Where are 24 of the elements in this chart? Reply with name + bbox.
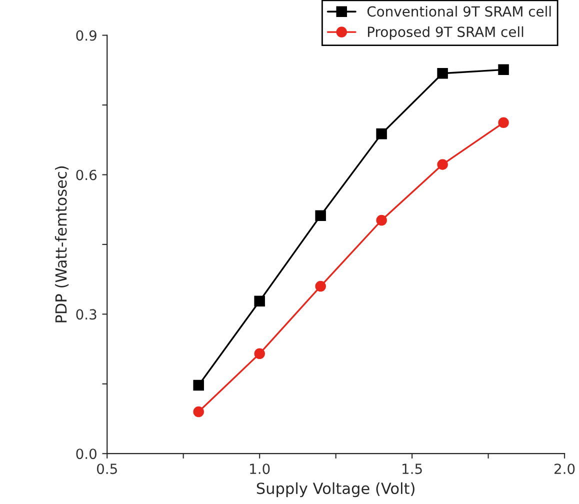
point	[254, 348, 265, 360]
y-tick-label: 0.6	[76, 170, 97, 180]
x-tick-label: 1.5	[402, 464, 422, 474]
point	[315, 280, 326, 292]
legend-label: Conventional 9T SRAM cell	[367, 6, 551, 17]
point	[437, 159, 448, 170]
point	[193, 406, 204, 418]
point	[498, 64, 509, 76]
y-tick-label: 0.0	[76, 448, 96, 460]
point	[376, 128, 387, 140]
point	[315, 210, 326, 222]
point	[376, 214, 387, 226]
point	[193, 380, 204, 391]
x-tick-label: 0.5	[96, 464, 117, 474]
point	[437, 68, 448, 79]
point	[498, 117, 509, 128]
x-axis-title: Supply Voltage (Volt)	[256, 482, 414, 498]
legend-label: Proposed 9T SRAM cell	[368, 26, 524, 40]
y-tick-label: 0.3	[76, 309, 96, 320]
y-tick-label: 0.9	[76, 30, 96, 41]
x-tick-label: 1.0	[250, 464, 270, 474]
x-tick-label: 2.0	[554, 464, 575, 474]
point	[254, 296, 265, 307]
y-axis-title: PDP (Watt-femtosec)	[54, 166, 69, 322]
